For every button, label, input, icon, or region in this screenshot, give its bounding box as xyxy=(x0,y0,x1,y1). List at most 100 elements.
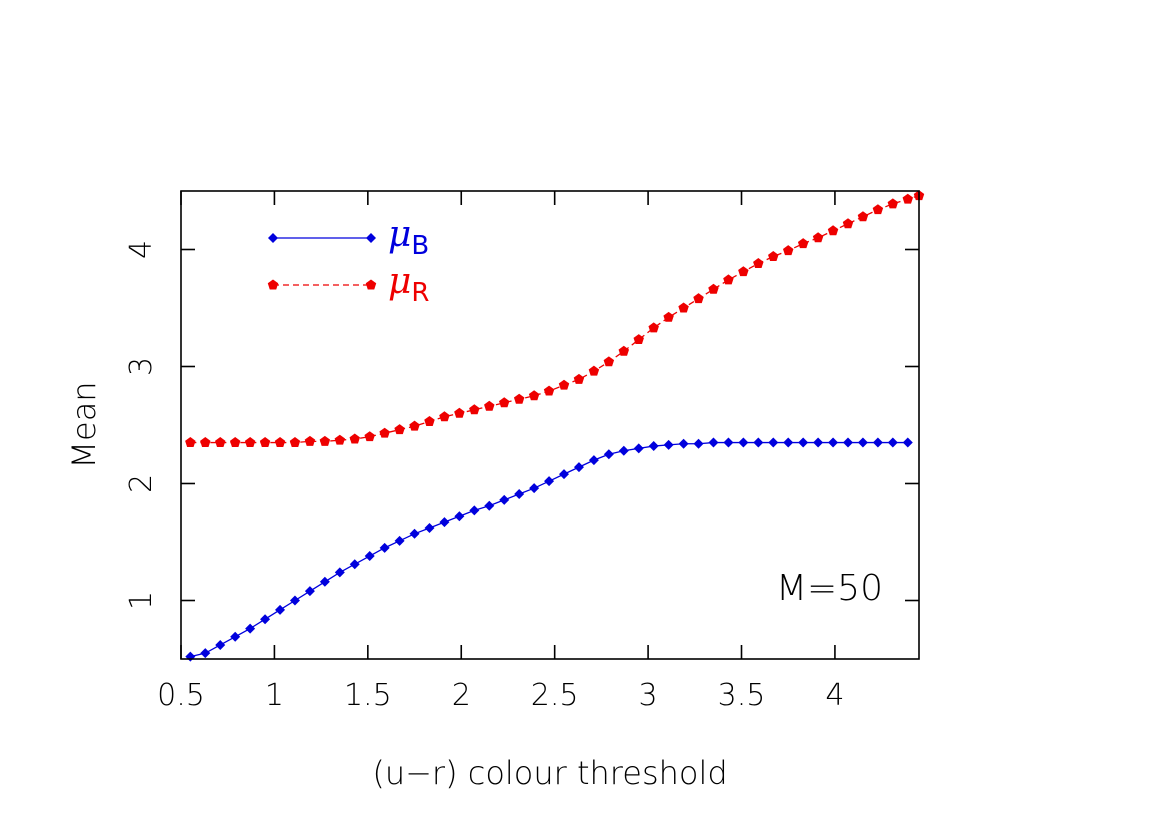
point-mu-b xyxy=(678,438,689,449)
point-mu-r xyxy=(797,238,809,249)
point-mu-b xyxy=(230,631,241,642)
point-mu-b xyxy=(618,445,629,456)
point-mu-r xyxy=(648,322,659,333)
point-mu-b xyxy=(499,494,510,505)
point-mu-b xyxy=(215,639,226,650)
legend-label: μB xyxy=(388,214,429,261)
point-mu-b xyxy=(200,648,211,659)
legend-item-mu-b: μB xyxy=(268,214,429,261)
point-mu-b xyxy=(588,455,599,466)
point-mu-b xyxy=(663,439,674,450)
point-mu-r xyxy=(872,204,884,215)
point-mu-b xyxy=(753,437,764,448)
series-mu-r xyxy=(185,190,925,447)
point-mu-b xyxy=(723,437,734,448)
point-mu-b xyxy=(424,522,435,533)
point-mu-b xyxy=(693,438,704,449)
point-mu-b xyxy=(768,437,779,448)
point-mu-b xyxy=(484,500,495,511)
point-mu-r xyxy=(274,437,286,447)
legend-label: μR xyxy=(388,261,429,308)
point-mu-r xyxy=(334,434,346,445)
legend-marker-end xyxy=(366,233,376,243)
point-mu-r xyxy=(708,283,719,294)
point-mu-b xyxy=(708,437,719,448)
point-mu-b xyxy=(275,604,286,615)
legend-marker-start xyxy=(268,233,278,243)
point-mu-r xyxy=(588,365,600,376)
y-tick-label: 1 xyxy=(124,591,159,610)
x-axis-label: (u−r) colour threshold xyxy=(372,754,727,792)
point-mu-r xyxy=(454,407,465,418)
point-mu-b xyxy=(304,586,315,597)
axis-ticks: 0.5 1 1.5 2 2.5 3 3.5 4 1 2 3 4 xyxy=(124,191,919,713)
legend-mu-symbol: μ xyxy=(388,261,411,302)
x-tick-label: 1.5 xyxy=(344,678,392,713)
point-mu-b xyxy=(364,551,375,562)
point-mu-r xyxy=(229,437,241,447)
point-mu-r xyxy=(678,302,689,313)
point-mu-b xyxy=(394,535,405,546)
legend-item-mu-r: μR xyxy=(267,261,429,308)
point-mu-r xyxy=(663,311,674,322)
point-mu-b xyxy=(454,511,465,522)
point-mu-b xyxy=(783,437,794,448)
point-mu-r xyxy=(603,356,615,367)
point-mu-b xyxy=(260,614,271,625)
point-mu-b xyxy=(857,437,868,448)
point-mu-r xyxy=(409,420,420,431)
legend-marker-start xyxy=(267,279,279,290)
point-mu-b xyxy=(843,437,854,448)
legend-subscript: R xyxy=(411,278,429,308)
point-mu-r xyxy=(185,437,196,447)
point-mu-r xyxy=(857,211,869,222)
point-mu-b xyxy=(349,559,360,570)
y-tick-label: 4 xyxy=(124,240,159,259)
point-mu-b xyxy=(334,567,345,578)
point-mu-r xyxy=(244,437,256,447)
point-mu-b xyxy=(289,595,300,606)
point-mu-b xyxy=(544,476,555,487)
point-mu-b xyxy=(559,469,570,480)
x-tick-label: 4 xyxy=(825,678,844,713)
x-tick-label: 1 xyxy=(265,678,284,713)
x-tick-label: 0.5 xyxy=(157,678,205,713)
legend-mu-symbol: μ xyxy=(388,214,411,255)
point-mu-b xyxy=(813,437,824,448)
point-mu-r xyxy=(289,437,301,447)
point-mu-r xyxy=(484,400,495,411)
point-mu-b xyxy=(529,483,540,494)
point-mu-r xyxy=(887,198,899,209)
annotation-m50: M=50 xyxy=(776,568,883,609)
point-mu-r xyxy=(394,424,405,435)
point-mu-r xyxy=(215,437,226,447)
point-mu-r xyxy=(573,373,585,384)
point-mu-r xyxy=(633,334,644,345)
point-mu-r xyxy=(768,251,779,261)
point-mu-r xyxy=(812,232,824,243)
point-mu-r xyxy=(364,431,375,442)
point-mu-b xyxy=(902,437,913,448)
point-mu-r xyxy=(753,258,764,268)
point-mu-r xyxy=(304,435,316,446)
y-tick-label: 3 xyxy=(124,357,159,376)
point-mu-b xyxy=(573,462,584,473)
point-mu-r xyxy=(738,266,749,277)
point-mu-b xyxy=(738,437,749,448)
point-mu-r xyxy=(498,397,510,408)
point-mu-r xyxy=(618,345,630,356)
x-tick-label: 3 xyxy=(639,678,658,713)
point-mu-r xyxy=(439,411,450,422)
plot-frame xyxy=(180,190,920,660)
point-mu-b xyxy=(319,576,330,587)
point-mu-b xyxy=(648,441,659,452)
point-mu-b xyxy=(872,437,883,448)
legend-marker-end xyxy=(365,279,377,290)
point-mu-b xyxy=(469,505,480,516)
point-mu-r xyxy=(723,274,734,285)
point-mu-b xyxy=(379,542,390,553)
point-mu-r xyxy=(259,437,271,447)
